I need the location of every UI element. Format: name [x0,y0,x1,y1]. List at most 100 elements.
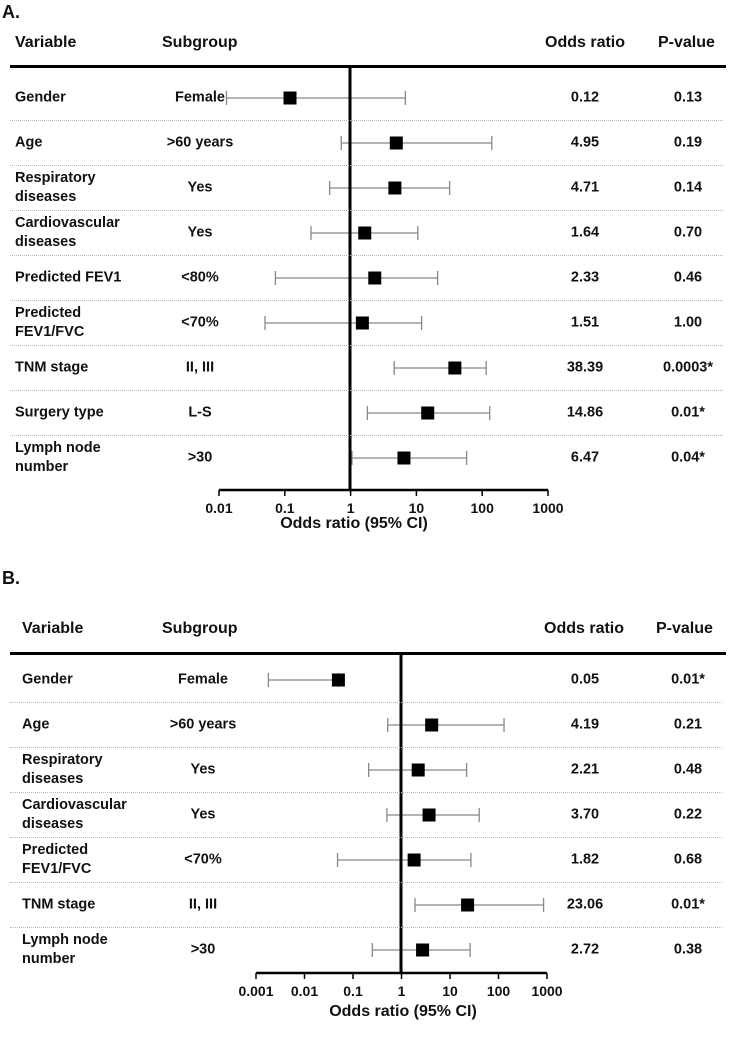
odds-ratio-marker [416,943,430,957]
subgroup-label: Female [178,671,228,688]
row-separator [10,120,723,121]
odds-ratio-marker [421,406,435,420]
odds-ratio-value: 0.05 [570,671,600,688]
header-p-value: P-value [656,620,713,637]
variable-label: Gender [22,671,73,688]
variable-label: Surgery type [15,404,104,421]
p-value: 0.13 [673,89,703,106]
variable-label: Age [22,716,50,733]
variable-label: TNM stage [22,896,96,913]
subgroup-label: Yes [187,224,213,241]
odds-ratio-value: 6.47 [570,449,600,466]
variable-label: Gender [15,89,66,106]
p-value: 0.01* [671,671,705,688]
x-tick-label: 0.01 [291,983,318,999]
row-separator [10,702,722,703]
x-tick-label: 0.1 [275,500,295,516]
row-separator [10,345,723,346]
header-subgroup: Subgroup [162,34,238,51]
p-value: 0.01* [671,404,705,421]
odds-ratio-marker [407,853,421,867]
p-value: 0.22 [673,806,703,823]
variable-label: Predicted FEV1/FVC [15,305,85,340]
variable-label: Respiratory diseases [22,752,103,787]
row-separator [10,927,722,928]
variable-label: TNM stage [15,359,89,376]
x-tick-label: 1 [347,500,355,516]
odds-ratio-value: 23.06 [566,896,604,913]
p-value: 0.38 [673,941,703,958]
x-tick-label: 10 [409,500,425,516]
header-variable: Variable [15,34,77,51]
odds-ratio-value: 2.21 [570,761,600,778]
subgroup-label: L-S [188,404,212,421]
subgroup-label: Yes [190,806,216,823]
subgroup-label: II, III [185,359,215,376]
odds-ratio-marker [358,226,372,240]
p-value: 1.00 [673,314,703,331]
odds-ratio-marker [388,181,402,195]
x-tick-label: 1000 [531,983,562,999]
row-separator [10,255,723,256]
odds-ratio-marker [283,91,297,105]
odds-ratio-value: 38.39 [566,359,604,376]
row-separator [10,210,723,211]
row-separator [10,165,723,166]
row-separator [10,792,722,793]
header-variable: Variable [22,620,84,637]
p-value: 0.46 [673,269,703,286]
p-value: 0.70 [673,224,703,241]
odds-ratio-marker [425,718,439,732]
header-rule [10,652,726,655]
subgroup-label: <80% [181,269,219,286]
row-separator [10,837,722,838]
p-value: 0.48 [673,761,703,778]
odds-ratio-value: 2.33 [570,269,600,286]
row-separator [10,390,723,391]
p-value: 0.04* [671,449,705,466]
subgroup-label: <70% [181,314,219,331]
variable-label: Cardiovascular diseases [22,797,127,832]
subgroup-label: >30 [190,941,216,958]
x-tick-label: 100 [471,500,495,516]
odds-ratio-marker [448,361,462,375]
subgroup-label: Yes [187,179,213,196]
odds-ratio-value: 3.70 [570,806,600,823]
odds-ratio-value: 0.12 [570,89,600,106]
header-odds-ratio: Odds ratio [544,620,625,637]
subgroup-label: II, III [188,896,218,913]
variable-label: Age [15,134,43,151]
odds-ratio-marker [331,673,345,687]
p-value: 0.0003* [663,359,713,376]
header-rule [10,65,726,68]
odds-ratio-marker [461,898,475,912]
variable-label: Respiratory diseases [15,170,96,205]
odds-ratio-value: 1.82 [570,851,600,868]
variable-label: Cardiovascular diseases [15,215,120,250]
odds-ratio-marker [422,808,436,822]
x-tick-label: 10 [442,983,458,999]
header-p-value: P-value [658,34,715,51]
odds-ratio-value: 2.72 [570,941,600,958]
header-subgroup: Subgroup [162,620,238,637]
odds-ratio-value: 4.71 [570,179,600,196]
odds-ratio-marker [355,316,369,330]
odds-ratio-value: 4.19 [570,716,600,733]
p-value: 0.21 [673,716,703,733]
p-value: 0.68 [673,851,703,868]
x-tick-label: 0.001 [238,983,273,999]
p-value: 0.01* [671,896,705,913]
x-tick-label: 1000 [532,500,563,516]
panel-label: A. [2,2,20,22]
variable-label: Lymph node number [15,440,101,475]
subgroup-label: >60 years [166,134,234,151]
subgroup-label: Female [175,89,225,106]
odds-ratio-value: 1.64 [570,224,600,241]
x-tick-label: 1 [398,983,406,999]
x-tick-label: 0.01 [205,500,232,516]
subgroup-label: >30 [187,449,213,466]
row-separator [10,435,723,436]
subgroup-label: >60 years [169,716,237,733]
